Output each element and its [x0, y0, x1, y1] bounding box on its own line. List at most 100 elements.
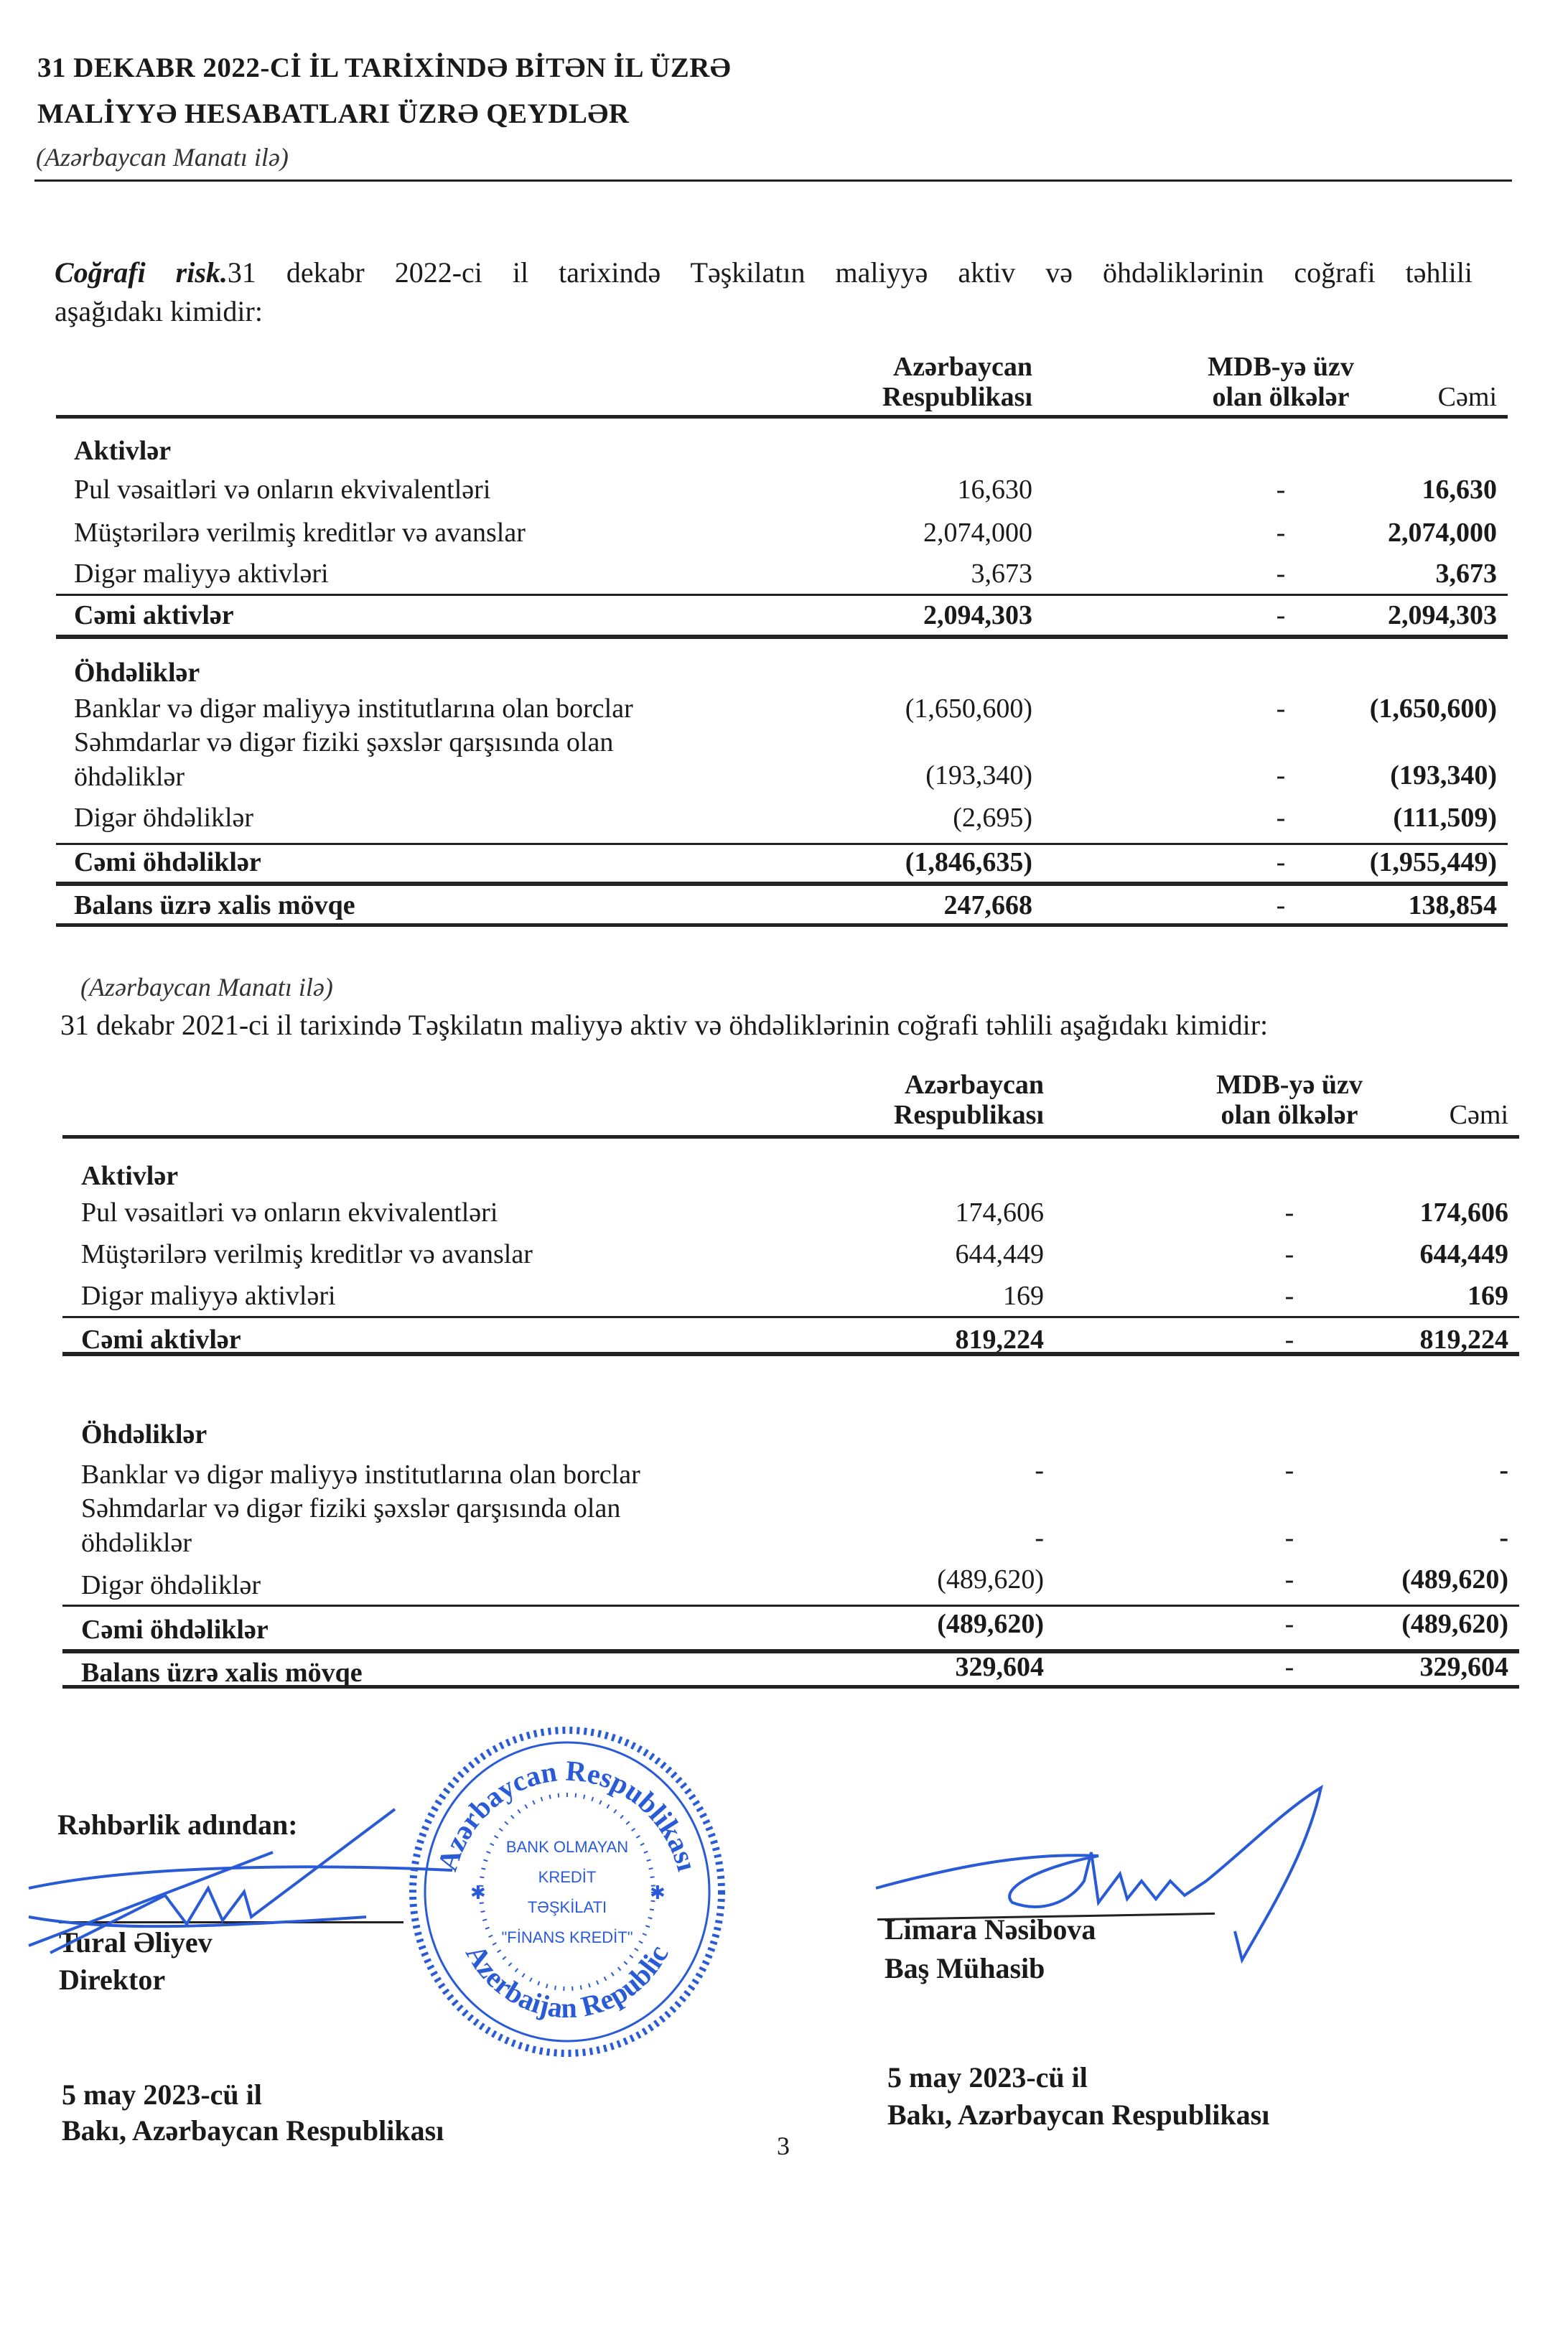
- on-behalf-label: Rəhbərlik adından:: [57, 1808, 298, 1841]
- column-header-total: Cəmi: [1449, 1100, 1508, 1130]
- accountant-signature: [875, 1784, 1323, 1964]
- intro-lead: Coğrafi risk.: [55, 256, 228, 289]
- value-azerbaijan: 16,630: [957, 475, 1033, 505]
- value-cis: -: [1276, 847, 1286, 877]
- svg-text:KREDİT: KREDİT: [538, 1868, 597, 1886]
- value-total: 16,630: [1422, 475, 1498, 505]
- row-label: Balans üzrə xalis mövqe: [81, 1658, 363, 1688]
- value-cis: -: [1284, 1198, 1294, 1228]
- value-total: 3,673: [1435, 559, 1498, 589]
- star-icon: ✱: [470, 1882, 486, 1903]
- company-stamp: Azərbaycan Respublikası Azerbaijan Repub…: [409, 1727, 725, 2057]
- value-azerbaijan: 2,074,000: [923, 518, 1032, 548]
- value-azerbaijan: 644,449: [955, 1239, 1045, 1269]
- table-rule: [62, 1605, 1519, 1607]
- value-cis: -: [1276, 694, 1286, 724]
- director-signature: [28, 1808, 453, 1954]
- value-total: 2,094,303: [1388, 600, 1497, 630]
- value-azerbaijan: (1,650,600): [905, 694, 1032, 724]
- value-azerbaijan: (1,846,635): [905, 847, 1032, 877]
- document-title-line2: MALİYYƏ HESABATLARI ÜZRƏ QEYDLƏR: [37, 98, 630, 129]
- row-label: Cəmi öhdəliklər: [81, 1615, 269, 1645]
- intro-text: 31 dekabr 2022-ci il tarixində Təşkilatı…: [227, 256, 1473, 289]
- svg-text:BANK OLMAYAN: BANK OLMAYAN: [506, 1838, 628, 1856]
- table-rule: [56, 843, 1508, 845]
- value-cis: -: [1276, 475, 1286, 505]
- value-azerbaijan: 329,604: [955, 1652, 1045, 1682]
- value-cis: -: [1276, 600, 1286, 630]
- row-label: Digər öhdəliklər: [74, 803, 254, 833]
- value-cis: -: [1276, 803, 1286, 833]
- column-header-azerbaijan: Azərbaycan Respublikası: [893, 1070, 1044, 1130]
- value-cis: -: [1276, 559, 1286, 589]
- value-total: 329,604: [1419, 1652, 1509, 1682]
- intro-line1: Coğrafi risk.31 dekabr 2022-ci il tarixi…: [55, 254, 1473, 291]
- value-total: 138,854: [1408, 890, 1498, 920]
- value-total: -: [1499, 1455, 1508, 1485]
- table-rule: [56, 635, 1508, 639]
- value-total: 644,449: [1419, 1239, 1509, 1269]
- value-total: (111,509): [1393, 803, 1497, 833]
- table-rule: [62, 1649, 1519, 1653]
- row-label: Digər maliyyə aktivləri: [74, 559, 329, 589]
- right-signer-title: Baş Mühasib: [885, 1952, 1045, 1984]
- value-cis: -: [1276, 890, 1286, 920]
- row-label: Müştərilərə verilmiş kreditlər və avansl…: [74, 518, 526, 548]
- row-label: Müştərilərə verilmiş kreditlər və avansl…: [81, 1239, 533, 1269]
- section-heading: Aktivlər: [81, 1161, 179, 1191]
- row-label: Pul vəsaitləri və onların ekvivalentləri: [81, 1198, 498, 1228]
- header-rule: [34, 179, 1512, 182]
- column-header-total: Cəmi: [1437, 382, 1497, 412]
- value-cis: -: [1284, 1652, 1294, 1682]
- header-rule: [62, 1135, 1519, 1139]
- value-azerbaijan: 2,094,303: [923, 600, 1032, 630]
- value-cis: -: [1284, 1523, 1294, 1553]
- intro-2021: 31 dekabr 2021-ci il tarixində Təşkilatı…: [60, 1009, 1269, 1041]
- page-number: 3: [777, 2132, 790, 2160]
- value-total: 2,074,000: [1388, 518, 1497, 548]
- row-label: Pul vəsaitləri və onların ekvivalentləri: [74, 475, 491, 505]
- value-azerbaijan: 247,668: [943, 890, 1033, 920]
- value-total: (489,620): [1401, 1564, 1508, 1595]
- star-icon: ✱: [650, 1882, 666, 1903]
- left-date: 5 may 2023-cü il: [62, 2078, 262, 2111]
- svg-text:TƏŞKİLATI: TƏŞKİLATI: [528, 1898, 607, 1916]
- value-azerbaijan: (193,340): [925, 760, 1032, 790]
- value-azerbaijan: 169: [1003, 1281, 1044, 1311]
- column-header-cis: MDB-yə üzv olan ölkələr: [1216, 1070, 1363, 1130]
- value-azerbaijan: 174,606: [955, 1198, 1045, 1228]
- value-total: (1,650,600): [1369, 694, 1497, 724]
- value-total: (489,620): [1401, 1609, 1508, 1639]
- value-total: 174,606: [1419, 1198, 1509, 1228]
- table-rule: [62, 1352, 1519, 1356]
- value-total: 819,224: [1419, 1325, 1509, 1355]
- row-label: Digər maliyyə aktivləri: [81, 1281, 336, 1311]
- column-header-azerbaijan: Azərbaycan Respublikası: [882, 352, 1032, 412]
- svg-text:Azerbaijan Republic: Azerbaijan Republic: [459, 1939, 675, 2024]
- left-place: Bakı, Azərbaycan Respublikası: [62, 2114, 444, 2147]
- value-azerbaijan: 3,673: [971, 559, 1033, 589]
- table-rule: [62, 1316, 1519, 1318]
- left-signature-line: [59, 1921, 403, 1923]
- value-cis: -: [1284, 1564, 1294, 1595]
- table-rule: [62, 1685, 1519, 1689]
- row-label: Səhmdarlar və digər fiziki şəxslər qarşı…: [74, 727, 614, 792]
- row-label: Balans üzrə xalis mövqe: [74, 890, 355, 920]
- table-rule: [56, 882, 1508, 886]
- value-azerbaijan: -: [1035, 1455, 1044, 1485]
- row-label: Cəmi aktivlər: [74, 600, 234, 630]
- row-label: Cəmi öhdəliklər: [74, 847, 261, 877]
- value-total: -: [1499, 1523, 1508, 1553]
- right-date: 5 may 2023-cü il: [887, 2061, 1088, 2094]
- value-cis: -: [1276, 518, 1286, 548]
- value-cis: -: [1284, 1239, 1294, 1269]
- table-rule: [56, 923, 1508, 927]
- row-label: Cəmi aktivlər: [81, 1325, 241, 1355]
- column-header-cis: MDB-yə üzv olan ölkələr: [1208, 352, 1354, 412]
- value-azerbaijan: 819,224: [955, 1325, 1045, 1355]
- row-label: Banklar və digər maliyyə institutlarına …: [81, 1460, 640, 1490]
- section-heading: Öhdəliklər: [74, 658, 200, 688]
- value-azerbaijan: (2,695): [953, 803, 1032, 833]
- row-label: Digər öhdəliklər: [81, 1570, 261, 1600]
- document-title-line1: 31 DEKABR 2022-Cİ İL TARİXİNDƏ BİTƏN İL …: [37, 52, 732, 83]
